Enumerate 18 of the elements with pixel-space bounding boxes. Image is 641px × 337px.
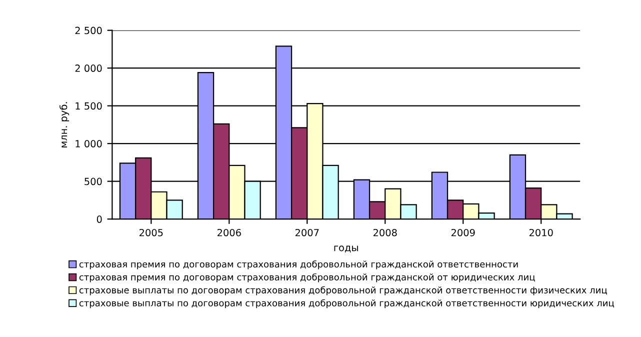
y-axis-title: млн. руб. (59, 102, 70, 148)
legend-label: страховые выплаты по договорам страхования добровольной гражданской ответственности юридических лиц (79, 299, 614, 308)
y-tick-label: 0 (96, 216, 102, 223)
x-tick-label: 2008 (373, 228, 397, 236)
x-tick-label: 2007 (295, 228, 319, 236)
legend-label: страховая премия по договорам страхования добровольной гражданской ответственности (79, 260, 518, 270)
y-tick-label: 1 500 (76, 102, 102, 110)
x-tick-label: 2005 (140, 228, 163, 236)
legend-label: страховая премия по договорам страхования добровольной гражданской от юридических лиц (79, 273, 535, 282)
y-tick-label: 2 500 (75, 26, 102, 34)
x-axis-title: годы (334, 246, 358, 252)
x-tick-label: 2009 (451, 228, 475, 236)
y-tick-label: 500 (84, 178, 102, 186)
y-tick-label: 1 000 (76, 140, 102, 148)
legend-label: страховые выплаты по договорам страхования добровольной гражданской ответственности физических лиц (79, 286, 607, 296)
x-tick-label: 2010 (529, 228, 553, 236)
x-tick-label: 2006 (218, 228, 241, 236)
y-tick-label: 2 000 (75, 64, 102, 72)
